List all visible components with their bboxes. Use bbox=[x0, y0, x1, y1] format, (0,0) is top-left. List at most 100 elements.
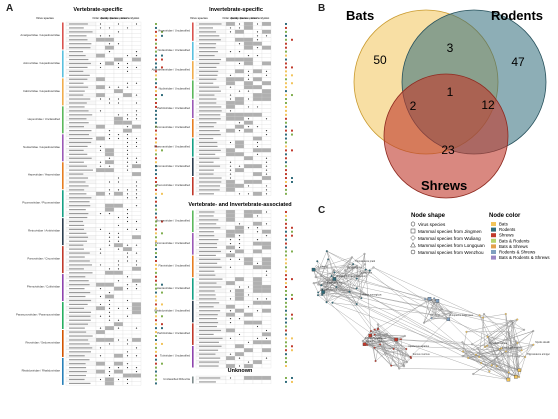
table-cell bbox=[104, 377, 115, 382]
table-cell bbox=[131, 318, 142, 323]
virus-node bbox=[474, 353, 477, 356]
host-dot bbox=[291, 149, 293, 152]
host-dot bbox=[155, 180, 157, 183]
virus-node bbox=[520, 349, 523, 352]
family-bar bbox=[192, 99, 194, 119]
table-cell bbox=[252, 344, 263, 349]
virus-node bbox=[471, 343, 474, 346]
table-cell bbox=[261, 25, 272, 31]
square-icon bbox=[410, 228, 416, 234]
host-dot bbox=[291, 226, 293, 229]
family-label: Phenuiviridae / Unclassified bbox=[156, 183, 191, 187]
host-dot bbox=[161, 192, 163, 195]
table-cell bbox=[225, 116, 236, 121]
host-dot bbox=[285, 38, 287, 41]
table-cell bbox=[234, 225, 245, 230]
family-bar bbox=[192, 22, 194, 41]
host-dot bbox=[291, 230, 293, 233]
table-cell bbox=[261, 179, 272, 185]
table-cell bbox=[95, 53, 106, 58]
table-cell bbox=[113, 310, 124, 315]
table-cell bbox=[261, 175, 272, 181]
family-bar bbox=[192, 138, 194, 157]
table-cell bbox=[225, 45, 236, 50]
table-cell bbox=[234, 217, 245, 222]
host-node bbox=[514, 375, 518, 379]
table-cell bbox=[243, 148, 254, 153]
node-label: Myotis ricketti bbox=[347, 266, 362, 269]
table-cell bbox=[243, 356, 254, 361]
table-cell bbox=[234, 320, 245, 325]
table-cell bbox=[122, 262, 133, 268]
network-edge bbox=[336, 286, 369, 296]
virus-node bbox=[500, 367, 503, 370]
table-cell bbox=[95, 104, 106, 109]
table-cell bbox=[113, 345, 124, 350]
network-edge bbox=[431, 308, 442, 316]
table-cell bbox=[95, 57, 106, 62]
host-dot bbox=[285, 349, 287, 352]
network-edge bbox=[487, 321, 513, 338]
table-cell bbox=[122, 33, 133, 38]
node-label: Apodemus agrarius bbox=[408, 345, 430, 348]
table-cell bbox=[234, 296, 245, 301]
table-cell bbox=[243, 324, 254, 329]
table-cell bbox=[104, 124, 115, 129]
virus-node bbox=[423, 321, 426, 324]
network-edge bbox=[315, 272, 335, 278]
host-dot bbox=[285, 30, 287, 33]
virus-node bbox=[532, 343, 535, 346]
table-cell bbox=[243, 375, 254, 381]
node-label: Rhinolophus affinis bbox=[502, 346, 523, 349]
left-table-title: Vertebrate-specific bbox=[73, 7, 122, 13]
table-cell bbox=[113, 282, 124, 287]
table-cell bbox=[261, 312, 272, 317]
table-cell bbox=[225, 65, 236, 70]
network-edge bbox=[433, 298, 436, 316]
table-cell bbox=[243, 277, 254, 282]
family-label: Picornaviridae / Picornaviridae bbox=[22, 201, 60, 205]
table-cell bbox=[122, 92, 133, 98]
virus-node bbox=[486, 344, 489, 347]
host-dot bbox=[155, 315, 157, 318]
table-cell bbox=[252, 136, 263, 141]
table-cell bbox=[243, 308, 254, 313]
table-cell bbox=[234, 360, 245, 365]
column-header: Order species bbox=[222, 16, 239, 20]
table-cell bbox=[234, 269, 245, 274]
table-cell bbox=[225, 136, 236, 141]
table-cell bbox=[95, 77, 106, 82]
network-edge bbox=[448, 318, 522, 351]
table-cell bbox=[131, 333, 142, 339]
network-edge bbox=[468, 357, 520, 378]
table-cell bbox=[225, 360, 236, 365]
table-cell bbox=[131, 124, 142, 129]
virus-node bbox=[445, 317, 448, 320]
table-cell bbox=[225, 53, 236, 58]
family-bar bbox=[192, 80, 194, 99]
host-dot bbox=[285, 90, 287, 93]
table-cell bbox=[225, 344, 236, 349]
panel-c-letter: C bbox=[318, 205, 326, 216]
table-cell bbox=[104, 219, 115, 224]
host-dot bbox=[291, 337, 293, 340]
network-edge bbox=[441, 308, 452, 314]
network-edge bbox=[356, 253, 365, 289]
host-dot bbox=[155, 263, 157, 266]
network-edge bbox=[505, 331, 509, 352]
table-cell bbox=[252, 120, 263, 125]
legend-color-swatch bbox=[491, 255, 496, 260]
host-dot bbox=[155, 271, 157, 274]
host-dot bbox=[285, 246, 287, 249]
table-cell bbox=[131, 199, 142, 204]
table-cell bbox=[95, 112, 106, 117]
network-edge bbox=[351, 257, 482, 364]
table-cell bbox=[243, 316, 254, 321]
table-cell bbox=[225, 120, 236, 125]
table-cell bbox=[261, 81, 272, 86]
host-dot bbox=[291, 74, 293, 77]
family-label: Reoviridae / Sedoreoviridae bbox=[25, 340, 60, 344]
network-edge bbox=[339, 264, 366, 291]
table-cell bbox=[113, 294, 124, 299]
virus-node bbox=[356, 274, 359, 277]
